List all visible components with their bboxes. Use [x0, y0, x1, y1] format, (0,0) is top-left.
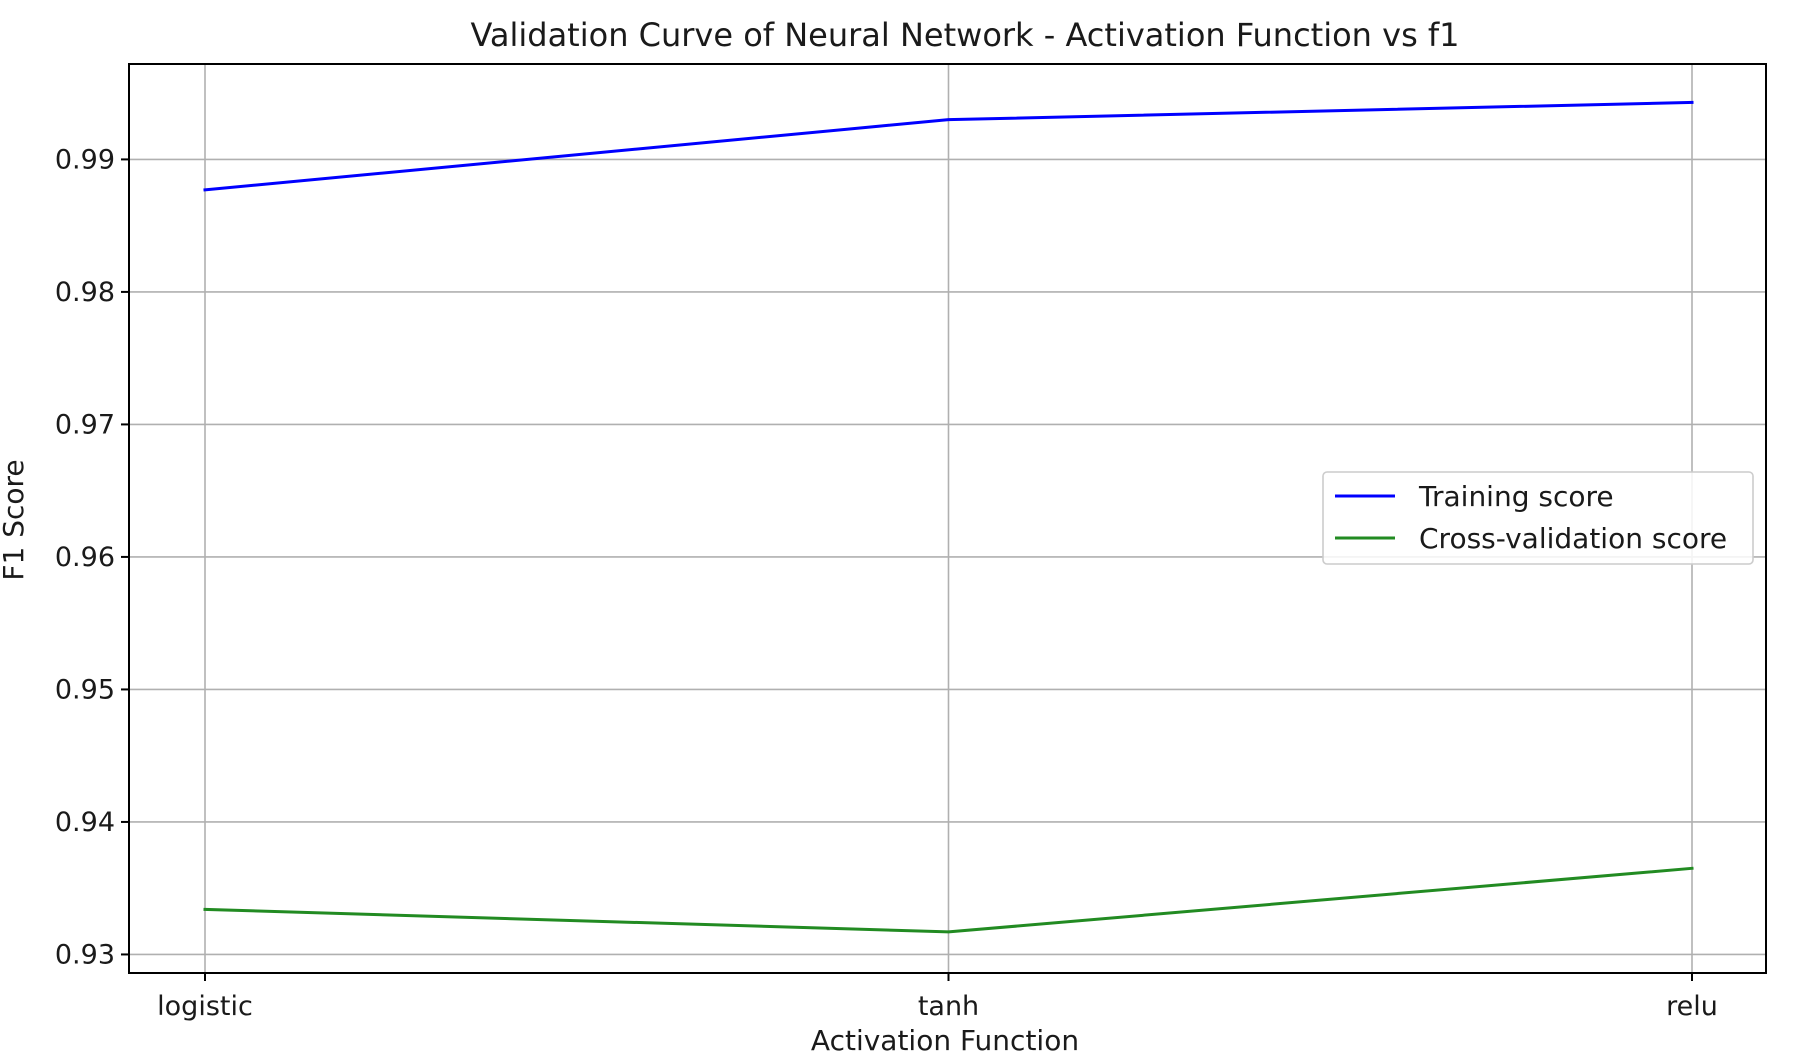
y-tick-label: 0.97 — [55, 409, 115, 440]
grid — [129, 64, 1766, 973]
chart-title: Validation Curve of Neural Network - Act… — [470, 16, 1459, 54]
axis-ticks: logistic tanh relu 0.93 0.94 0.95 0.96 0.97 0.98… — [55, 144, 1718, 1022]
legend-label: Training score — [1418, 480, 1614, 513]
legend-box — [1322, 471, 1754, 565]
y-axis-label: F1 Score — [0, 459, 30, 580]
y-tick-label: 0.99 — [55, 144, 115, 175]
y-tick-label: 0.93 — [55, 939, 115, 970]
y-tick-label: 0.94 — [55, 807, 115, 838]
x-tick-label: relu — [1666, 991, 1718, 1022]
legend-label: Cross-validation score — [1419, 522, 1727, 555]
x-tick-label: logistic — [157, 991, 253, 1022]
y-tick-label: 0.95 — [55, 674, 115, 705]
y-tick-label: 0.98 — [55, 277, 115, 308]
y-tick-label: 0.96 — [55, 542, 115, 573]
legend: Training score Cross-validation score — [1322, 471, 1754, 565]
series-line-cross-validation-score — [203, 866, 1694, 934]
series-line-training-score — [203, 100, 1694, 192]
plot-series — [203, 100, 1694, 934]
x-axis-label: Activation Function — [811, 1024, 1079, 1056]
x-tick-label: tanh — [918, 991, 979, 1022]
